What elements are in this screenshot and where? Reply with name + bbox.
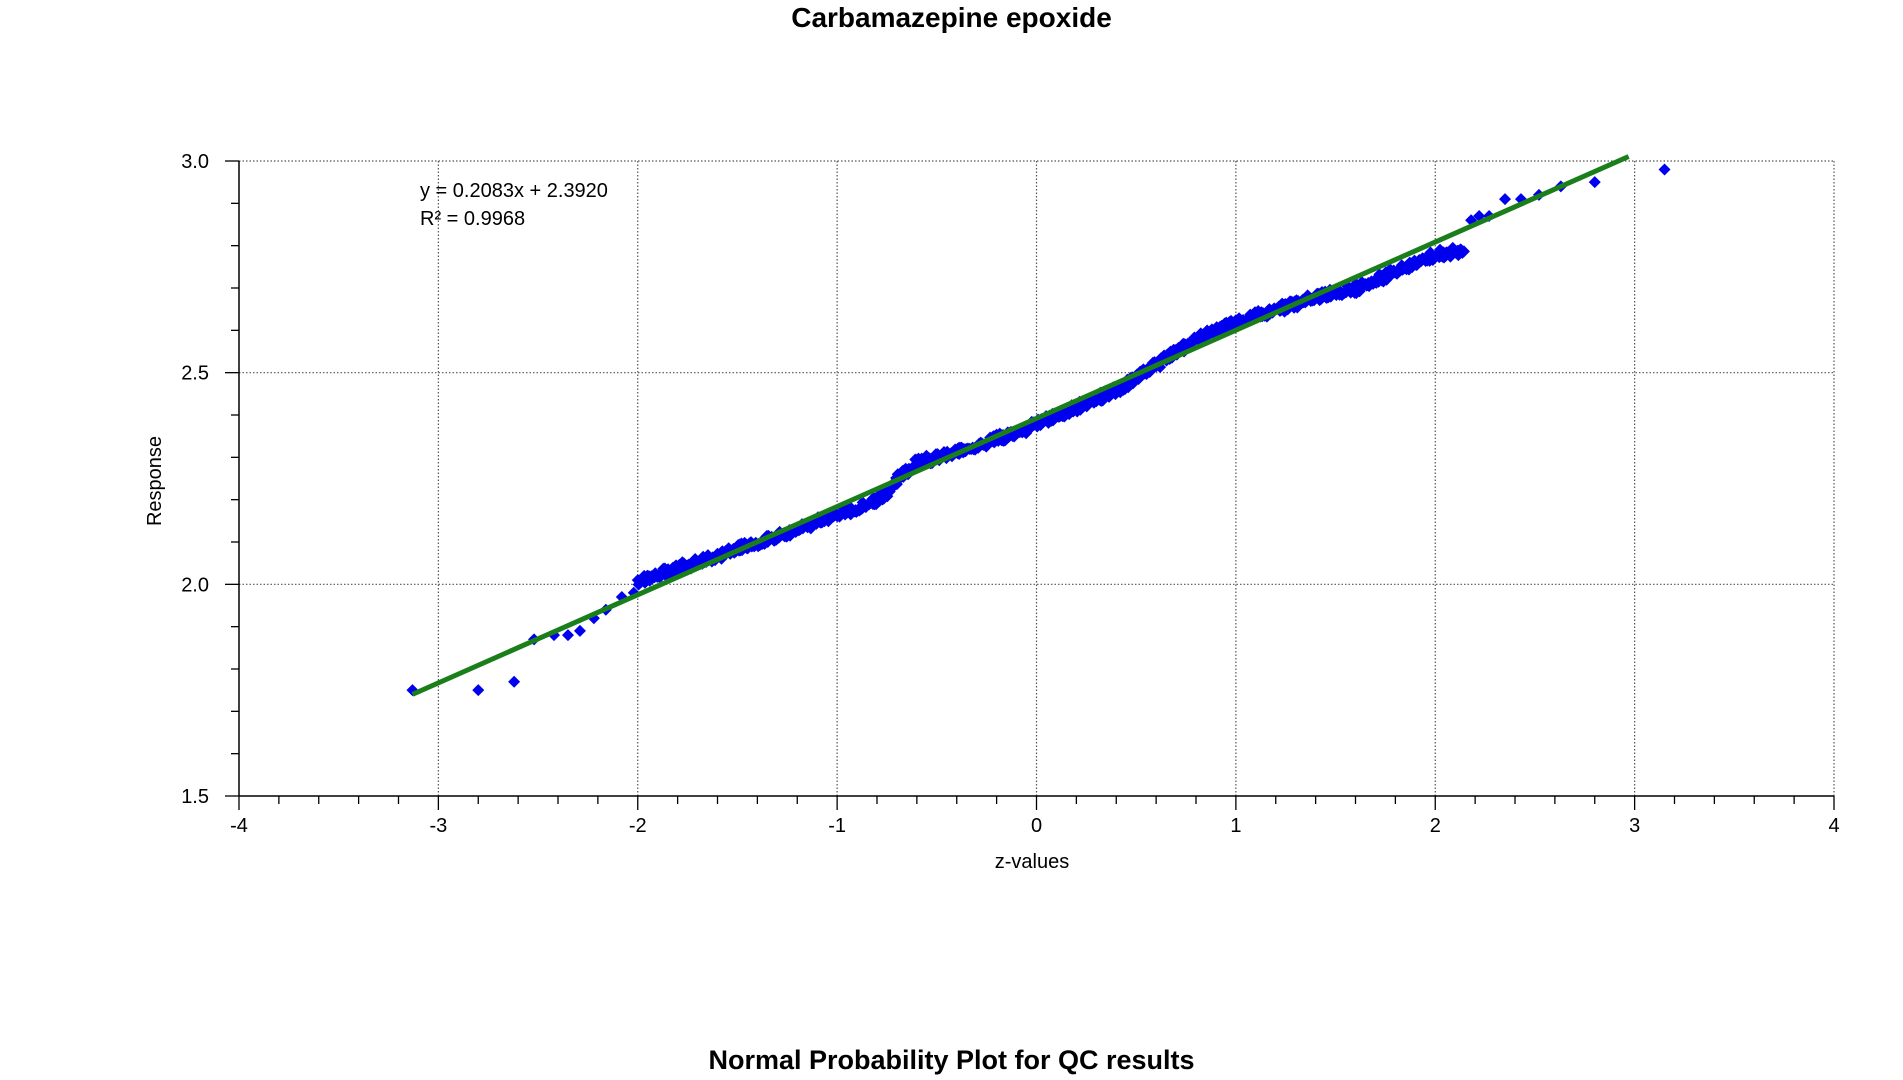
data-point xyxy=(573,624,586,637)
data-point xyxy=(1499,193,1512,206)
chart-caption: Normal Probability Plot for QC results xyxy=(708,1045,1195,1075)
x-tick-label: 4 xyxy=(1828,815,1839,837)
x-tick-label: 1 xyxy=(1230,815,1241,837)
trendline-group xyxy=(411,154,1630,697)
x-tick-label: -1 xyxy=(828,815,846,837)
y-axis-label: Response xyxy=(144,436,166,526)
data-point xyxy=(472,684,485,697)
trendline xyxy=(411,154,1630,697)
r-squared-label: R² = 0.9968 xyxy=(420,208,525,230)
chart-title: Carbamazepine epoxide xyxy=(791,2,1112,33)
data-point xyxy=(1457,245,1470,258)
y-tick-label: 3.0 xyxy=(181,151,209,173)
data-markers xyxy=(406,163,1671,697)
x-tick-label: -2 xyxy=(629,815,647,837)
x-tick-label: 3 xyxy=(1629,815,1640,837)
x-tick-label: -4 xyxy=(230,815,248,837)
data-point xyxy=(1588,176,1601,189)
data-point xyxy=(561,629,574,642)
y-tick-label: 1.5 xyxy=(181,786,209,808)
y-tick-label: 2.5 xyxy=(181,363,209,385)
data-point xyxy=(508,675,521,688)
x-axis-label: z-values xyxy=(995,851,1069,873)
gridlines xyxy=(239,160,1835,796)
axis-labels: -4 -3 -2 -1 0 1 2 3 4 1.5 2.0 2.5 3.0 xyxy=(181,151,1839,837)
trendline-equation: y = 0.2083x + 2.3920 xyxy=(420,180,608,202)
y-tick-label: 2.0 xyxy=(181,574,209,596)
axes xyxy=(225,160,1835,810)
x-tick-label: 2 xyxy=(1430,815,1441,837)
x-tick-label: -3 xyxy=(429,815,447,837)
data-point xyxy=(1658,163,1671,176)
x-tick-label: 0 xyxy=(1031,815,1042,837)
